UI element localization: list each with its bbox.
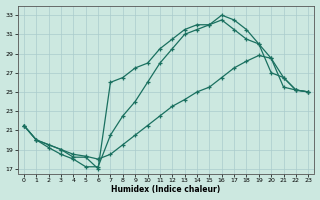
X-axis label: Humidex (Indice chaleur): Humidex (Indice chaleur) xyxy=(111,185,221,194)
